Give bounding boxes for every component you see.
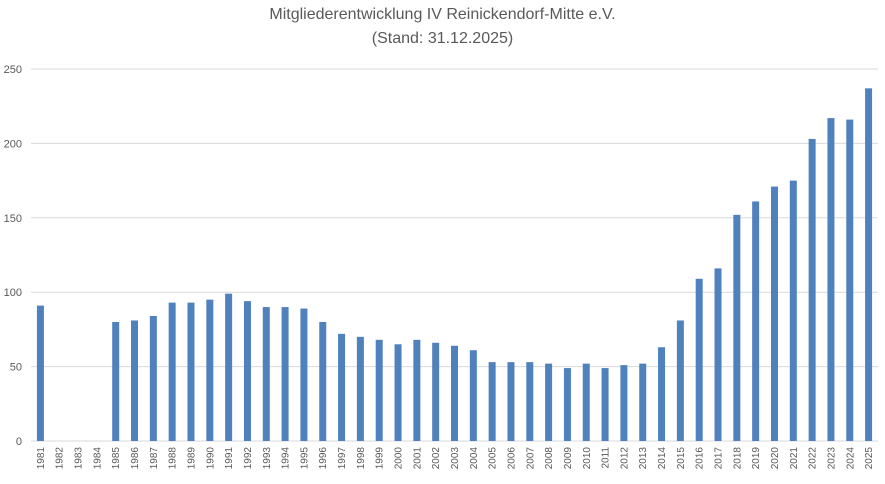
bar bbox=[149, 316, 157, 441]
bar bbox=[789, 180, 797, 441]
x-tick-label: 1998 bbox=[356, 447, 367, 470]
bar bbox=[846, 119, 854, 441]
x-tick-label: 2022 bbox=[808, 447, 819, 470]
x-tick-label: 1992 bbox=[243, 447, 254, 470]
bar bbox=[563, 368, 571, 441]
x-tick-label: 1981 bbox=[36, 447, 47, 470]
x-tick-label: 1993 bbox=[262, 447, 273, 470]
bar bbox=[375, 339, 383, 441]
x-tick-label: 2020 bbox=[770, 447, 781, 470]
x-tick-label: 2021 bbox=[789, 447, 800, 470]
x-tick-label: 1989 bbox=[186, 447, 197, 470]
bar bbox=[695, 278, 703, 441]
bar bbox=[676, 320, 684, 441]
bar bbox=[620, 365, 628, 441]
x-tick-label: 1983 bbox=[74, 447, 85, 470]
x-tick-label: 1986 bbox=[130, 447, 141, 470]
bar bbox=[582, 363, 590, 441]
x-tick-label: 2010 bbox=[582, 447, 593, 470]
bar bbox=[714, 268, 722, 441]
x-tick-label: 1985 bbox=[111, 447, 122, 470]
x-tick-label: 2025 bbox=[864, 447, 875, 470]
x-tick-label: 2006 bbox=[506, 447, 517, 470]
x-tick-label: 2011 bbox=[601, 447, 612, 469]
x-tick-label: 1982 bbox=[55, 447, 66, 470]
x-tick-label: 1999 bbox=[375, 447, 386, 470]
bar bbox=[319, 321, 327, 441]
bar bbox=[469, 350, 477, 441]
bar bbox=[394, 344, 402, 441]
bar bbox=[112, 321, 120, 441]
x-tick-label: 2015 bbox=[676, 447, 687, 470]
y-tick-label: 100 bbox=[4, 287, 22, 299]
bar bbox=[338, 333, 346, 441]
x-tick-label: 1984 bbox=[92, 447, 103, 470]
bar bbox=[808, 138, 816, 441]
x-tick-label: 1997 bbox=[337, 447, 348, 470]
bar bbox=[300, 308, 308, 441]
y-tick-label: 250 bbox=[4, 64, 22, 76]
bar bbox=[356, 336, 364, 441]
x-tick-label: 1991 bbox=[224, 447, 235, 470]
bar bbox=[225, 293, 233, 441]
bar bbox=[639, 363, 647, 441]
bar bbox=[206, 299, 214, 441]
x-tick-label: 2023 bbox=[826, 447, 837, 470]
x-tick-label: 2004 bbox=[469, 447, 480, 470]
x-tick-label: 1990 bbox=[205, 447, 216, 470]
bar bbox=[865, 88, 873, 442]
x-tick-label: 2003 bbox=[450, 447, 461, 470]
x-tick-label: 1995 bbox=[299, 447, 310, 470]
x-tick-label: 2018 bbox=[732, 447, 743, 470]
x-tick-label: 2009 bbox=[563, 447, 574, 470]
bar bbox=[827, 118, 835, 441]
bar bbox=[187, 302, 195, 441]
x-tick-label: 1987 bbox=[149, 447, 160, 470]
bar bbox=[262, 307, 270, 441]
chart-title: Mitgliederentwicklung IV Reinickendorf-M… bbox=[269, 6, 616, 23]
bar bbox=[733, 214, 741, 441]
x-tick-label: 2014 bbox=[657, 447, 668, 470]
bar bbox=[131, 320, 139, 441]
y-tick-label: 150 bbox=[4, 213, 22, 225]
x-tick-label: 1988 bbox=[168, 447, 179, 470]
bar bbox=[243, 301, 251, 441]
x-tick-label: 2012 bbox=[619, 447, 630, 470]
bar bbox=[752, 201, 760, 441]
x-tick-label: 2007 bbox=[525, 447, 536, 470]
x-tick-label: 2001 bbox=[412, 447, 423, 470]
chart-subtitle: (Stand: 31.12.2025) bbox=[371, 30, 514, 47]
x-tick-label: 2017 bbox=[714, 447, 725, 470]
bar bbox=[601, 368, 609, 441]
bar bbox=[36, 305, 44, 441]
x-tick-label: 1994 bbox=[281, 447, 292, 470]
bar bbox=[526, 362, 534, 441]
bar bbox=[168, 302, 176, 441]
bar bbox=[451, 345, 458, 441]
bar bbox=[770, 186, 778, 441]
bar bbox=[488, 362, 496, 441]
bar bbox=[432, 342, 440, 441]
bar bbox=[658, 347, 666, 441]
bar bbox=[413, 339, 421, 441]
x-tick-label: 2005 bbox=[488, 447, 499, 470]
bar bbox=[507, 362, 515, 441]
x-tick-label: 2024 bbox=[845, 447, 856, 470]
bar bbox=[281, 307, 289, 441]
x-tick-label: 2008 bbox=[544, 447, 555, 470]
x-tick-label: 2016 bbox=[695, 447, 706, 470]
x-tick-label: 2013 bbox=[638, 447, 649, 470]
y-tick-label: 200 bbox=[4, 138, 22, 150]
x-tick-label: 2002 bbox=[431, 447, 442, 470]
y-tick-label: 0 bbox=[16, 436, 22, 448]
x-tick-label: 2019 bbox=[751, 447, 762, 470]
x-tick-label: 2000 bbox=[394, 447, 405, 470]
y-tick-label: 50 bbox=[10, 362, 22, 374]
x-tick-label: 1996 bbox=[318, 447, 329, 470]
bar bbox=[545, 363, 553, 441]
